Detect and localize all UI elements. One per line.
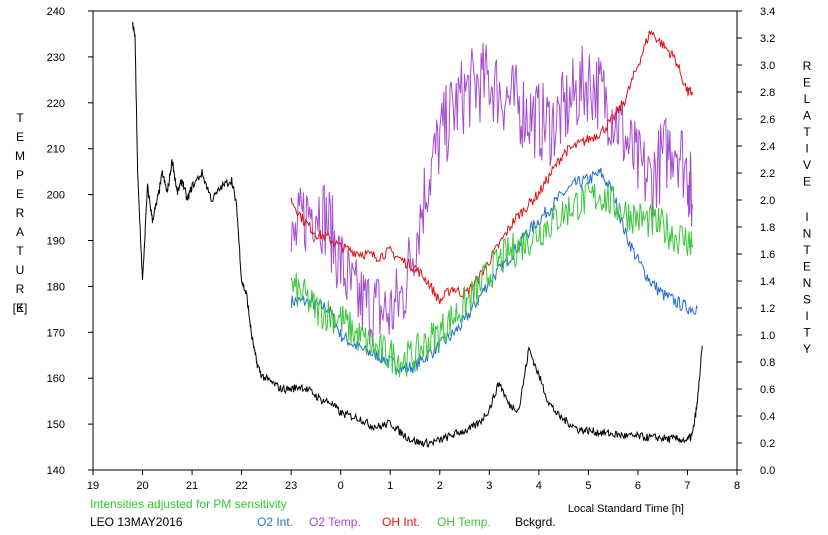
right-y-tick-label: 1.4 bbox=[760, 276, 775, 288]
left-y-axis-letter: T bbox=[16, 111, 24, 125]
x-tick-label: 20 bbox=[136, 480, 148, 492]
right-y-axis-letter: T bbox=[803, 243, 811, 257]
right-y-tick-label: 2.2 bbox=[760, 168, 775, 180]
x-tick-label: 4 bbox=[536, 480, 542, 492]
left-y-tick-label: 190 bbox=[47, 236, 65, 248]
left-y-tick-label: 180 bbox=[47, 281, 65, 293]
left-y-axis-letter: R bbox=[16, 206, 25, 220]
right-y-axis-letter: N bbox=[803, 227, 812, 241]
right-y-tick-label: 1.8 bbox=[760, 222, 775, 234]
right-y-tick-label: 2.0 bbox=[760, 195, 775, 207]
right-y-axis-letter: I bbox=[805, 142, 808, 156]
x-tick-label: 3 bbox=[486, 480, 492, 492]
right-y-axis-letter: I bbox=[805, 210, 808, 224]
x-tick-label: 7 bbox=[684, 480, 690, 492]
x-tick-label: 19 bbox=[87, 480, 99, 492]
right-y-axis-letter: E bbox=[803, 76, 811, 90]
left-y-axis-letter: R bbox=[16, 282, 25, 296]
series-lines bbox=[132, 21, 703, 448]
legend-item-o2-temp: O2 Temp. bbox=[309, 515, 361, 529]
x-tick-label: 2 bbox=[437, 480, 443, 492]
right-y-tick-label: 3.2 bbox=[760, 33, 775, 45]
x-tick-label: 0 bbox=[338, 480, 344, 492]
left-y-tick-label: 140 bbox=[47, 465, 65, 477]
x-tick-label: 1 bbox=[387, 480, 393, 492]
left-y-tick-label: 240 bbox=[47, 6, 65, 18]
legend-item-oh-temp: OH Temp. bbox=[437, 515, 491, 529]
series-line-bckgrd bbox=[132, 21, 703, 448]
legend: O2 Int. O2 Temp. OH Int. OH Temp. Bckgrd. bbox=[257, 515, 556, 529]
right-y-axis-letter: S bbox=[803, 293, 811, 307]
series-line-o2-temp bbox=[290, 42, 693, 347]
right-y-axis-letter: N bbox=[803, 276, 812, 290]
right-y-axis-letter: R bbox=[803, 59, 812, 73]
left-y-tick-label: 170 bbox=[47, 327, 65, 339]
series-line-o2-int bbox=[290, 167, 698, 376]
legend-item-o2-int: O2 Int. bbox=[257, 515, 293, 529]
right-y-axis-letter: V bbox=[803, 158, 811, 172]
right-y-axis: 0.0 0.2 0.4 0.6 0.8 1.0 1.2 1.4 1.6 1.8 2.0 2.2 2.4 2… bbox=[737, 6, 775, 477]
right-y-tick-label: 2.4 bbox=[760, 141, 775, 153]
x-tick-label: 6 bbox=[635, 480, 641, 492]
right-y-tick-label: 0.2 bbox=[760, 438, 775, 450]
left-y-axis-letter: P bbox=[16, 168, 24, 182]
left-y-tick-label: 160 bbox=[47, 373, 65, 385]
left-y-axis: 140 150 160 170 180 190 200 210 220 230 240 bbox=[47, 6, 93, 477]
right-y-axis-letter: T bbox=[803, 125, 811, 139]
right-y-tick-label: 2.8 bbox=[760, 87, 775, 99]
series-line-oh-temp bbox=[290, 182, 693, 378]
x-axis: 19 20 21 22 23 0 1 2 3 4 5 6 7 8 bbox=[87, 470, 740, 492]
right-y-axis-letter: L bbox=[804, 92, 811, 106]
station-date-label: LEO 13MAY2016 bbox=[90, 515, 183, 529]
right-y-axis-letter: A bbox=[803, 109, 811, 123]
x-tick-label: 5 bbox=[585, 480, 591, 492]
x-tick-label: 8 bbox=[734, 480, 740, 492]
right-y-tick-label: 2.6 bbox=[760, 114, 775, 126]
left-y-axis-letter: T bbox=[16, 244, 24, 258]
left-y-axis-letter: A bbox=[16, 225, 24, 239]
right-y-axis-letter: E bbox=[803, 260, 811, 274]
right-y-tick-label: 0.8 bbox=[760, 357, 775, 369]
x-tick-label: 22 bbox=[235, 480, 247, 492]
left-y-tick-label: 230 bbox=[47, 52, 65, 64]
x-axis-label: Local Standard Time [h] bbox=[568, 503, 684, 515]
legend-item-oh-int: OH Int. bbox=[382, 515, 420, 529]
plot-frame bbox=[92, 10, 738, 471]
left-y-tick-label: 210 bbox=[47, 144, 65, 156]
right-y-tick-label: 1.0 bbox=[760, 330, 775, 342]
right-y-tick-label: 0.0 bbox=[760, 465, 775, 477]
left-y-axis-letter: M bbox=[15, 149, 25, 163]
left-y-axis-letter: E bbox=[16, 301, 24, 315]
right-y-tick-label: 0.6 bbox=[760, 384, 775, 396]
right-y-axis-letter: I bbox=[805, 309, 808, 323]
x-tick-label: 21 bbox=[186, 480, 198, 492]
legend-item-bckgrd: Bckgrd. bbox=[515, 515, 556, 529]
left-y-tick-label: 150 bbox=[47, 419, 65, 431]
left-y-axis-letter: E bbox=[16, 187, 24, 201]
right-y-axis-letter: Y bbox=[803, 342, 811, 356]
x-tick-label: 23 bbox=[285, 480, 297, 492]
right-y-tick-label: 1.6 bbox=[760, 249, 775, 261]
right-y-tick-label: 0.4 bbox=[760, 411, 775, 423]
right-y-tick-label: 3.0 bbox=[760, 60, 775, 72]
right-y-axis-letter: E bbox=[803, 175, 811, 189]
left-y-axis-letter: U bbox=[16, 263, 25, 277]
left-y-tick-label: 220 bbox=[47, 98, 65, 110]
right-y-tick-label: 3.4 bbox=[760, 6, 775, 18]
right-y-axis-letter: T bbox=[803, 326, 811, 340]
series-line-oh-int bbox=[290, 30, 693, 304]
right-y-tick-label: 1.2 bbox=[760, 303, 775, 315]
pm-sensitivity-note: Intensities adjusted for PM sensitivity bbox=[90, 497, 287, 511]
left-y-axis-unit: [K] bbox=[13, 301, 28, 315]
left-y-tick-label: 200 bbox=[47, 190, 65, 202]
left-y-axis-letter: E bbox=[16, 130, 24, 144]
